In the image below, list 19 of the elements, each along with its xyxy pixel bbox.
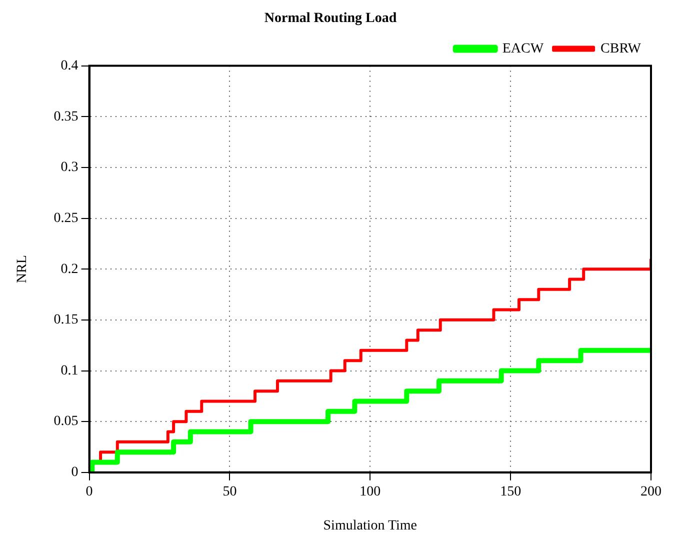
x-tick-label: 50	[222, 484, 237, 500]
y-tick-label: 0	[71, 465, 78, 480]
y-tick-label: 0.25	[54, 210, 78, 226]
y-tick-label: 0.2	[60, 262, 78, 277]
legend-label: CBRW	[600, 41, 642, 56]
y-axis-title: NRL	[15, 255, 30, 284]
x-tick-label: 100	[360, 484, 381, 500]
chart-title: Normal Routing Load	[264, 11, 397, 26]
legend-label: EACW	[502, 41, 544, 56]
y-tick-label: 0.4	[60, 58, 78, 74]
y-tick-label: 0.1	[60, 363, 78, 378]
y-tick-label: 0.15	[54, 312, 78, 328]
x-tick-label: 150	[500, 484, 522, 500]
y-tick-label: 0.35	[54, 109, 78, 124]
y-tick-label: 0.05	[54, 414, 78, 430]
x-axis-title: Simulation Time	[323, 518, 418, 534]
x-tick-label: 200	[640, 484, 662, 500]
y-tick-label: 0.3	[60, 160, 78, 176]
x-tick-label: 0	[86, 484, 93, 500]
